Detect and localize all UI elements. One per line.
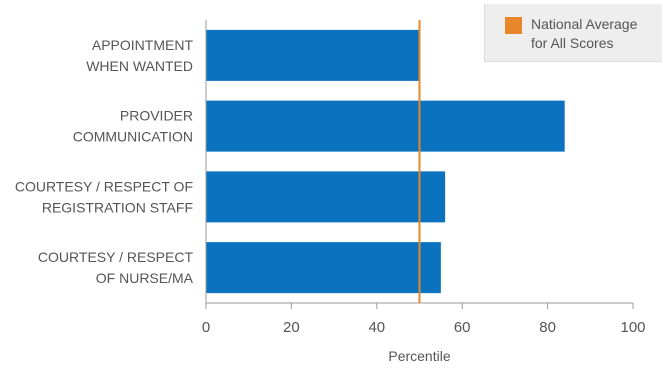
- legend-swatch-national-average: [505, 17, 522, 34]
- legend: National Average for All Scores: [484, 4, 662, 62]
- x-tick-label-100: 100: [620, 319, 645, 336]
- category-label-3: COURTESY / RESPECT OF REGISTRATION STAFF: [15, 178, 193, 215]
- x-tick-label-80: 80: [539, 319, 556, 336]
- bar-3: [206, 171, 446, 223]
- legend-label-national-average: National Average for All Scores: [531, 16, 638, 51]
- bar-1: [206, 29, 420, 81]
- bar-2: [206, 100, 565, 152]
- category-label-2: PROVIDER COMMUNICATION: [73, 108, 193, 145]
- x-tick-label-40: 40: [368, 319, 385, 336]
- bar-4: [206, 242, 441, 294]
- x-tick-label-60: 60: [454, 319, 471, 336]
- category-label-1: APPOINTMENT WHEN WANTED: [86, 37, 193, 74]
- category-label-4: COURTESY / RESPECT OF NURSE/MA: [38, 249, 194, 286]
- x-axis-title: Percentile: [388, 348, 450, 364]
- x-tick-label-0: 0: [202, 319, 210, 336]
- x-tick-label-20: 20: [283, 319, 300, 336]
